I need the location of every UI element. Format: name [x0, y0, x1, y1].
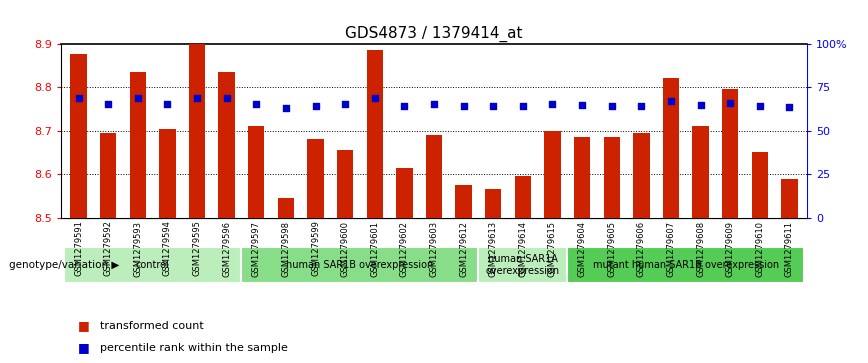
- Bar: [574, 137, 590, 218]
- Bar: [456, 185, 472, 218]
- Bar: [663, 78, 679, 218]
- Bar: [781, 179, 798, 218]
- Point: [694, 102, 707, 108]
- Bar: [722, 89, 739, 218]
- Text: transformed count: transformed count: [100, 321, 204, 331]
- Bar: [515, 176, 531, 218]
- Bar: [159, 129, 175, 218]
- Bar: [307, 139, 324, 218]
- Bar: [396, 168, 412, 218]
- Bar: [634, 133, 649, 218]
- Point: [308, 103, 322, 109]
- Point: [220, 95, 233, 101]
- Bar: [485, 189, 502, 218]
- Point: [753, 103, 766, 109]
- Bar: [100, 133, 116, 218]
- Text: control: control: [135, 260, 169, 270]
- Bar: [693, 126, 709, 218]
- Point: [398, 103, 411, 109]
- Text: human SAR1B overexpression: human SAR1B overexpression: [286, 260, 434, 270]
- Point: [368, 95, 382, 101]
- Point: [102, 101, 115, 107]
- Point: [161, 101, 174, 107]
- Point: [486, 103, 500, 109]
- Text: percentile rank within the sample: percentile rank within the sample: [100, 343, 287, 353]
- Bar: [189, 44, 205, 218]
- Bar: [129, 72, 146, 218]
- Bar: [603, 137, 620, 218]
- Point: [71, 95, 85, 101]
- Text: human SAR1A
overexpression: human SAR1A overexpression: [486, 254, 560, 276]
- Text: mutant human SAR1B overexpression: mutant human SAR1B overexpression: [593, 260, 779, 270]
- Bar: [426, 135, 442, 218]
- Bar: [70, 54, 87, 218]
- Bar: [63, 247, 241, 283]
- Text: ■: ■: [78, 341, 90, 354]
- Point: [249, 101, 263, 107]
- Point: [427, 101, 441, 107]
- Point: [664, 98, 678, 104]
- Bar: [478, 247, 568, 283]
- Point: [635, 103, 648, 109]
- Point: [339, 101, 352, 107]
- Point: [575, 102, 589, 108]
- Point: [783, 104, 797, 110]
- Bar: [544, 131, 561, 218]
- Point: [131, 95, 145, 101]
- Title: GDS4873 / 1379414_at: GDS4873 / 1379414_at: [345, 26, 523, 42]
- Text: genotype/variation ▶: genotype/variation ▶: [9, 260, 119, 270]
- Point: [723, 100, 737, 106]
- Bar: [241, 247, 478, 283]
- Text: ■: ■: [78, 319, 90, 333]
- Bar: [248, 126, 265, 218]
- Point: [279, 105, 293, 111]
- Point: [516, 103, 529, 109]
- Bar: [366, 50, 383, 218]
- Bar: [219, 72, 234, 218]
- Point: [546, 101, 560, 107]
- Point: [605, 103, 619, 109]
- Bar: [568, 247, 805, 283]
- Point: [457, 103, 470, 109]
- Bar: [337, 150, 353, 218]
- Point: [190, 95, 204, 101]
- Bar: [278, 198, 294, 218]
- Bar: [752, 152, 768, 218]
